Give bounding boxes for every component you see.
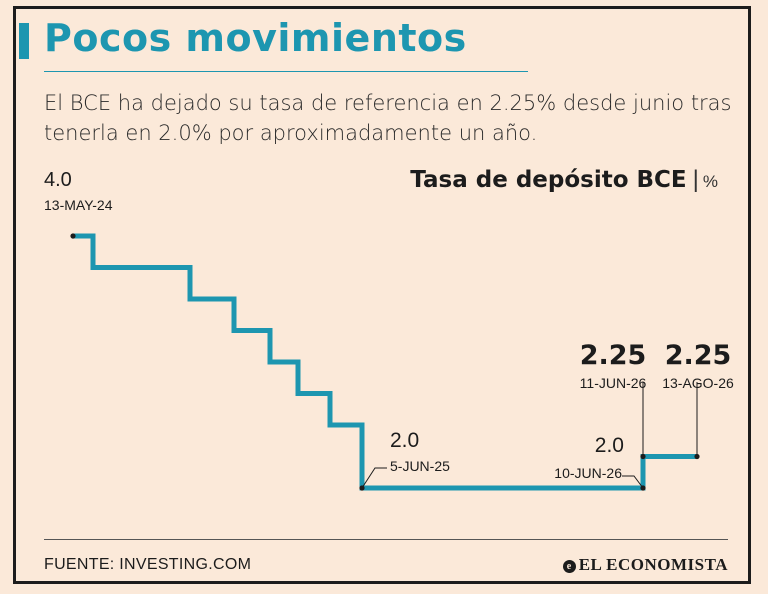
- date-label-min: 5-JUN-25: [390, 458, 450, 474]
- date-label-end: 13-AGO-26: [662, 375, 734, 391]
- rate-step-line: [73, 233, 697, 491]
- brand-logo: e EL ECONOMISTA: [562, 555, 728, 575]
- leader-line-0: [361, 467, 387, 489]
- date-label-before-hike: 10-JUN-26: [554, 465, 622, 481]
- unit-label: %: [702, 172, 718, 191]
- title-separator: |: [692, 166, 699, 193]
- date-label-start: 13-MAY-24: [44, 197, 113, 213]
- chart-title-text: Tasa de depósito BCE: [410, 167, 687, 193]
- brand-name: EL ECONOMISTA: [578, 555, 728, 574]
- value-label-end: 2.25: [665, 340, 732, 371]
- data-point-1: [359, 485, 365, 491]
- title-accent-bar: [19, 23, 29, 59]
- page-title: Pocos movimientos: [44, 16, 467, 60]
- title-underline: [44, 71, 528, 72]
- date-label-hike: 11-JUN-26: [580, 375, 647, 391]
- leader-line-1: [622, 475, 644, 489]
- value-label-start: 4.0: [44, 169, 72, 191]
- data-point-2: [640, 485, 646, 491]
- data-point-0: [70, 233, 76, 239]
- chart-title: Tasa de depósito BCE |%: [410, 166, 718, 194]
- data-point-3: [640, 453, 646, 460]
- e-logo-icon: e: [562, 560, 576, 573]
- chart-frame: [13, 6, 751, 584]
- value-label-min: 2.0: [390, 429, 419, 452]
- source-label: FUENTE: INVESTING.COM: [44, 556, 252, 573]
- subtitle: El BCE ha dejado su tasa de referencia e…: [44, 91, 732, 145]
- footer-rule: [44, 539, 728, 540]
- value-label-before-hike: 2.0: [595, 434, 624, 457]
- value-label-hike: 2.25: [580, 340, 647, 371]
- data-point-4: [694, 453, 700, 460]
